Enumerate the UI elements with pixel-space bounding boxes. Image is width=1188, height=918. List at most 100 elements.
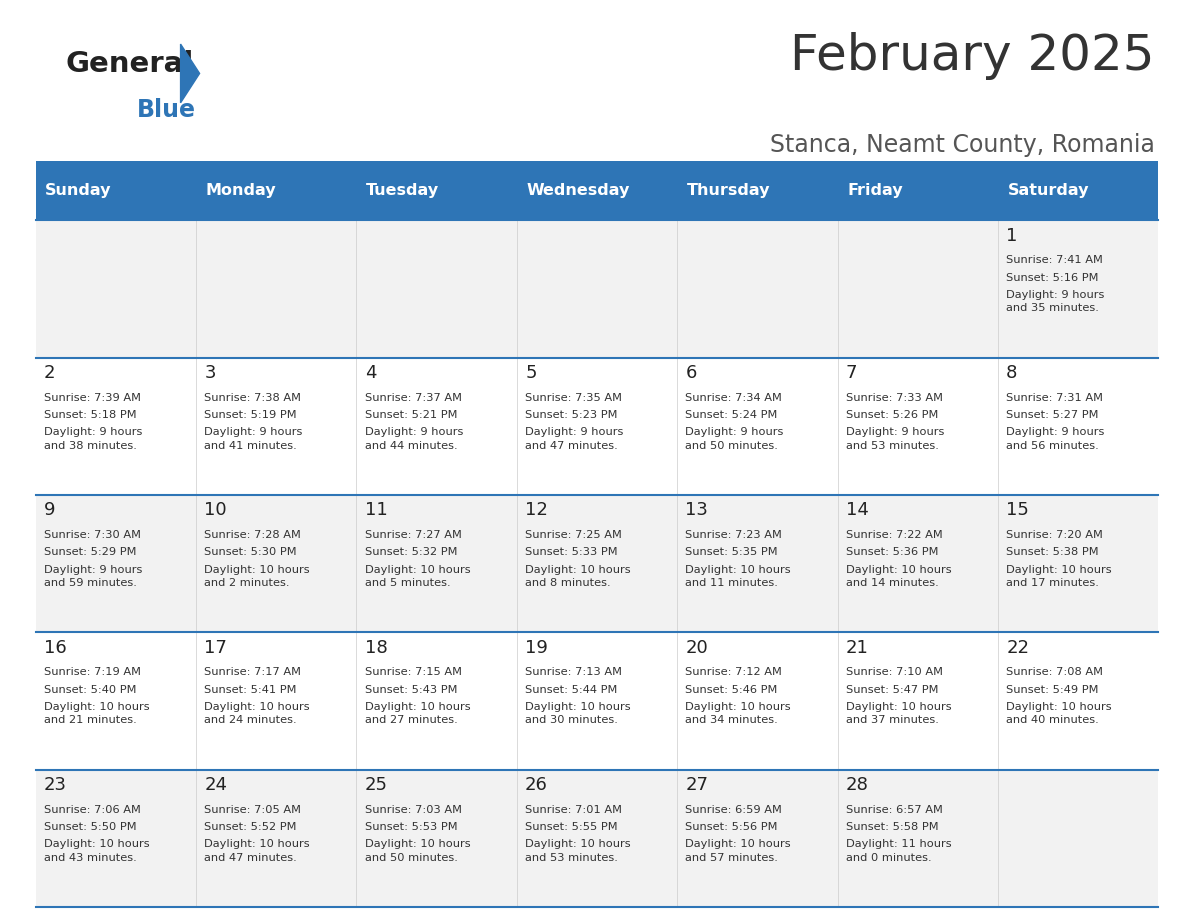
Text: 27: 27 <box>685 776 708 794</box>
Text: 4: 4 <box>365 364 377 382</box>
Text: Daylight: 10 hours
and 14 minutes.: Daylight: 10 hours and 14 minutes. <box>846 565 952 588</box>
Text: Sunrise: 7:19 AM: Sunrise: 7:19 AM <box>44 667 141 677</box>
Text: Daylight: 10 hours
and 5 minutes.: Daylight: 10 hours and 5 minutes. <box>365 565 470 588</box>
Text: Daylight: 9 hours
and 38 minutes.: Daylight: 9 hours and 38 minutes. <box>44 428 143 451</box>
Text: Sunrise: 7:33 AM: Sunrise: 7:33 AM <box>846 393 943 402</box>
Text: Sunset: 5:23 PM: Sunset: 5:23 PM <box>525 410 618 420</box>
Text: 21: 21 <box>846 639 868 656</box>
Text: Daylight: 10 hours
and 53 minutes.: Daylight: 10 hours and 53 minutes. <box>525 839 631 863</box>
Text: Thursday: Thursday <box>687 183 770 198</box>
Text: Sunrise: 7:10 AM: Sunrise: 7:10 AM <box>846 667 943 677</box>
Text: Daylight: 10 hours
and 17 minutes.: Daylight: 10 hours and 17 minutes. <box>1006 565 1112 588</box>
Text: Sunrise: 7:25 AM: Sunrise: 7:25 AM <box>525 530 623 540</box>
Text: 12: 12 <box>525 501 548 520</box>
Text: Blue: Blue <box>137 98 196 122</box>
Text: Sunset: 5:38 PM: Sunset: 5:38 PM <box>1006 547 1099 557</box>
Text: Daylight: 10 hours
and 40 minutes.: Daylight: 10 hours and 40 minutes. <box>1006 702 1112 725</box>
Text: Monday: Monday <box>206 183 276 198</box>
Text: Daylight: 10 hours
and 37 minutes.: Daylight: 10 hours and 37 minutes. <box>846 702 952 725</box>
Bar <box>36 161 1158 220</box>
Text: Sunrise: 7:35 AM: Sunrise: 7:35 AM <box>525 393 623 402</box>
Text: 10: 10 <box>204 501 227 520</box>
Text: Sunrise: 7:37 AM: Sunrise: 7:37 AM <box>365 393 462 402</box>
Text: Daylight: 10 hours
and 34 minutes.: Daylight: 10 hours and 34 minutes. <box>685 702 791 725</box>
Text: Stanca, Neamt County, Romania: Stanca, Neamt County, Romania <box>770 133 1155 157</box>
Text: Sunrise: 7:06 AM: Sunrise: 7:06 AM <box>44 804 141 814</box>
Text: Sunset: 5:56 PM: Sunset: 5:56 PM <box>685 822 778 832</box>
Text: 2: 2 <box>44 364 56 382</box>
Text: Sunset: 5:16 PM: Sunset: 5:16 PM <box>1006 273 1099 283</box>
Text: 16: 16 <box>44 639 67 656</box>
Text: Daylight: 10 hours
and 47 minutes.: Daylight: 10 hours and 47 minutes. <box>204 839 310 863</box>
Text: General: General <box>65 50 194 79</box>
Text: Sunrise: 7:23 AM: Sunrise: 7:23 AM <box>685 530 783 540</box>
Text: 1: 1 <box>1006 227 1018 245</box>
Text: Daylight: 9 hours
and 41 minutes.: Daylight: 9 hours and 41 minutes. <box>204 428 303 451</box>
Text: Wednesday: Wednesday <box>526 183 630 198</box>
Text: Sunrise: 7:31 AM: Sunrise: 7:31 AM <box>1006 393 1104 402</box>
Bar <box>36 769 1158 907</box>
Text: Daylight: 10 hours
and 11 minutes.: Daylight: 10 hours and 11 minutes. <box>685 565 791 588</box>
Text: 25: 25 <box>365 776 387 794</box>
Text: 28: 28 <box>846 776 868 794</box>
Text: 22: 22 <box>1006 639 1029 656</box>
Text: Daylight: 10 hours
and 43 minutes.: Daylight: 10 hours and 43 minutes. <box>44 839 150 863</box>
Text: Sunrise: 7:22 AM: Sunrise: 7:22 AM <box>846 530 942 540</box>
Text: Daylight: 10 hours
and 24 minutes.: Daylight: 10 hours and 24 minutes. <box>204 702 310 725</box>
Text: 26: 26 <box>525 776 548 794</box>
Text: 19: 19 <box>525 639 548 656</box>
Text: Sunset: 5:53 PM: Sunset: 5:53 PM <box>365 822 457 832</box>
Text: 23: 23 <box>44 776 67 794</box>
Text: Saturday: Saturday <box>1007 183 1089 198</box>
Text: 24: 24 <box>204 776 227 794</box>
Text: Friday: Friday <box>847 183 903 198</box>
Text: 8: 8 <box>1006 364 1018 382</box>
Text: Sunrise: 7:39 AM: Sunrise: 7:39 AM <box>44 393 141 402</box>
Bar <box>36 220 1158 358</box>
Text: Daylight: 10 hours
and 8 minutes.: Daylight: 10 hours and 8 minutes. <box>525 565 631 588</box>
Text: 18: 18 <box>365 639 387 656</box>
Text: Sunrise: 7:20 AM: Sunrise: 7:20 AM <box>1006 530 1104 540</box>
Text: Daylight: 10 hours
and 50 minutes.: Daylight: 10 hours and 50 minutes. <box>365 839 470 863</box>
Polygon shape <box>181 44 200 103</box>
Text: Sunset: 5:24 PM: Sunset: 5:24 PM <box>685 410 778 420</box>
Text: Daylight: 10 hours
and 30 minutes.: Daylight: 10 hours and 30 minutes. <box>525 702 631 725</box>
Text: Sunset: 5:41 PM: Sunset: 5:41 PM <box>204 685 297 695</box>
Text: 9: 9 <box>44 501 56 520</box>
Text: Sunrise: 7:15 AM: Sunrise: 7:15 AM <box>365 667 462 677</box>
Text: Sunrise: 7:17 AM: Sunrise: 7:17 AM <box>204 667 302 677</box>
Text: Sunset: 5:27 PM: Sunset: 5:27 PM <box>1006 410 1099 420</box>
Text: Sunset: 5:35 PM: Sunset: 5:35 PM <box>685 547 778 557</box>
Bar <box>36 358 1158 495</box>
Text: Sunset: 5:47 PM: Sunset: 5:47 PM <box>846 685 939 695</box>
Text: February 2025: February 2025 <box>790 32 1155 80</box>
Text: Daylight: 9 hours
and 35 minutes.: Daylight: 9 hours and 35 minutes. <box>1006 290 1105 313</box>
Text: Sunrise: 7:01 AM: Sunrise: 7:01 AM <box>525 804 623 814</box>
Text: Sunset: 5:36 PM: Sunset: 5:36 PM <box>846 547 939 557</box>
Text: 20: 20 <box>685 639 708 656</box>
Text: Sunset: 5:33 PM: Sunset: 5:33 PM <box>525 547 618 557</box>
Text: Daylight: 11 hours
and 0 minutes.: Daylight: 11 hours and 0 minutes. <box>846 839 952 863</box>
Text: Sunrise: 6:57 AM: Sunrise: 6:57 AM <box>846 804 943 814</box>
Text: Sunset: 5:58 PM: Sunset: 5:58 PM <box>846 822 939 832</box>
Text: Sunset: 5:18 PM: Sunset: 5:18 PM <box>44 410 137 420</box>
Text: Sunrise: 7:38 AM: Sunrise: 7:38 AM <box>204 393 302 402</box>
Text: Sunset: 5:49 PM: Sunset: 5:49 PM <box>1006 685 1099 695</box>
Text: Daylight: 10 hours
and 27 minutes.: Daylight: 10 hours and 27 minutes. <box>365 702 470 725</box>
Text: Daylight: 9 hours
and 56 minutes.: Daylight: 9 hours and 56 minutes. <box>1006 428 1105 451</box>
Text: 3: 3 <box>204 364 216 382</box>
Text: Sunset: 5:46 PM: Sunset: 5:46 PM <box>685 685 778 695</box>
Text: Sunrise: 7:41 AM: Sunrise: 7:41 AM <box>1006 255 1104 265</box>
Text: Sunday: Sunday <box>45 183 112 198</box>
Text: Sunrise: 7:30 AM: Sunrise: 7:30 AM <box>44 530 141 540</box>
Text: Sunrise: 7:08 AM: Sunrise: 7:08 AM <box>1006 667 1104 677</box>
Text: Sunrise: 7:34 AM: Sunrise: 7:34 AM <box>685 393 783 402</box>
Text: Sunset: 5:21 PM: Sunset: 5:21 PM <box>365 410 457 420</box>
Bar <box>36 495 1158 633</box>
Text: Sunrise: 7:12 AM: Sunrise: 7:12 AM <box>685 667 783 677</box>
Text: 15: 15 <box>1006 501 1029 520</box>
Text: Sunrise: 7:03 AM: Sunrise: 7:03 AM <box>365 804 462 814</box>
Text: 17: 17 <box>204 639 227 656</box>
Text: Sunset: 5:29 PM: Sunset: 5:29 PM <box>44 547 137 557</box>
Text: Sunset: 5:50 PM: Sunset: 5:50 PM <box>44 822 137 832</box>
